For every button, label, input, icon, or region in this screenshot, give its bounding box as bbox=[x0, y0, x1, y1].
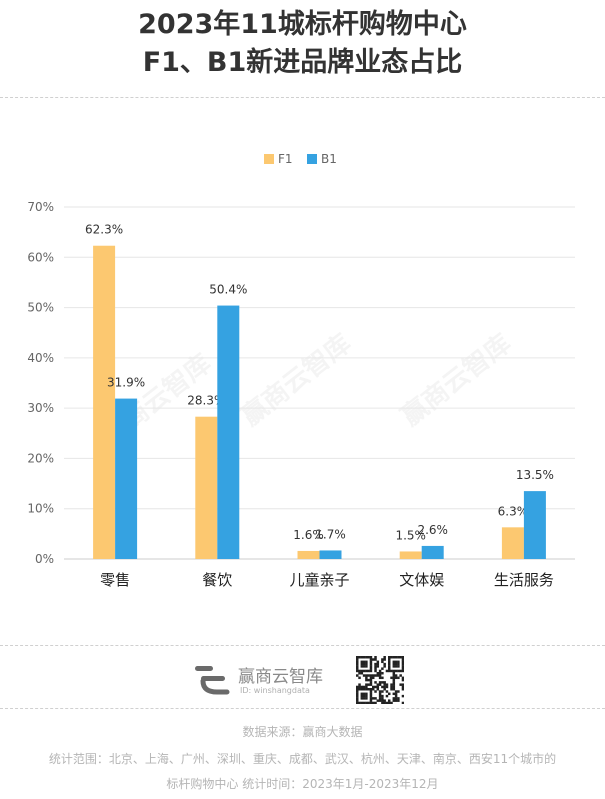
legend-swatch-B1 bbox=[307, 154, 317, 164]
scope-line2: 标杆购物中心 统计时间：2023年1月-2023年12月 bbox=[166, 777, 439, 791]
bar-F1 bbox=[195, 416, 218, 559]
data-source: 数据来源：赢商大数据 bbox=[242, 725, 363, 739]
x-tick-label: 餐饮 bbox=[202, 571, 232, 589]
x-tick-label: 文体娱 bbox=[399, 571, 444, 589]
legend-label-B1: B1 bbox=[321, 152, 337, 166]
bar-B1 bbox=[523, 491, 546, 559]
y-tick-label: 10% bbox=[27, 502, 54, 516]
brand-name: 赢商云智库 bbox=[238, 667, 323, 687]
divider-bottom bbox=[0, 708, 605, 709]
bar-F1 bbox=[399, 551, 422, 559]
y-tick-label: 0% bbox=[35, 552, 54, 566]
data-label-F1: 1.5% bbox=[395, 528, 426, 542]
x-tick-label: 生活服务 bbox=[494, 571, 554, 589]
bar-F1 bbox=[93, 245, 116, 559]
chart-title-line2: F1、B1新进品牌业态占比 bbox=[142, 47, 463, 78]
y-tick-label: 70% bbox=[27, 200, 54, 214]
qr-code-icon bbox=[356, 656, 404, 704]
scope-line1: 统计范围：北京、上海、广州、深圳、重庆、成都、武汉、杭州、天津、南京、西安11个… bbox=[48, 752, 557, 766]
data-label-F1: 28.3% bbox=[187, 394, 225, 408]
y-tick-label: 50% bbox=[27, 301, 54, 315]
legend-label-F1: F1 bbox=[278, 152, 293, 166]
bar-B1 bbox=[217, 305, 240, 559]
bar-F1 bbox=[501, 527, 524, 559]
y-tick-label: 60% bbox=[27, 250, 54, 264]
brand-id: ID: winshangdata bbox=[240, 686, 310, 695]
legend-swatch-F1 bbox=[264, 154, 274, 164]
bar-F1 bbox=[297, 550, 320, 559]
data-label-B1: 31.9% bbox=[107, 376, 145, 390]
y-tick-label: 40% bbox=[27, 351, 54, 365]
bar-B1 bbox=[421, 545, 444, 559]
divider-top bbox=[0, 97, 605, 98]
data-label-B1: 50.4% bbox=[209, 283, 247, 297]
y-tick-label: 30% bbox=[27, 401, 54, 415]
data-label-B1: 13.5% bbox=[516, 468, 554, 482]
y-tick-label: 20% bbox=[27, 451, 54, 465]
bar-B1 bbox=[115, 398, 138, 559]
bar-chart: F1 B1 0% 10% 20% 30% 40% 50% 60% 70% 62.3% 31.9% 零售 2… bbox=[27, 152, 575, 589]
chart-title-line1: 2023年11城标杆购物中心 bbox=[138, 9, 467, 40]
x-tick-label: 儿童亲子 bbox=[289, 571, 349, 589]
brand-logo-icon bbox=[195, 666, 230, 695]
data-label-B1: 1.7% bbox=[315, 527, 346, 541]
divider-middle bbox=[0, 645, 605, 646]
data-label-F1: 62.3% bbox=[85, 223, 123, 237]
data-label-B1: 2.6% bbox=[417, 523, 448, 537]
x-tick-label: 零售 bbox=[100, 571, 130, 589]
data-label-F1: 1.6% bbox=[293, 528, 324, 542]
bar-B1 bbox=[319, 550, 342, 559]
data-label-F1: 6.3% bbox=[498, 504, 529, 518]
